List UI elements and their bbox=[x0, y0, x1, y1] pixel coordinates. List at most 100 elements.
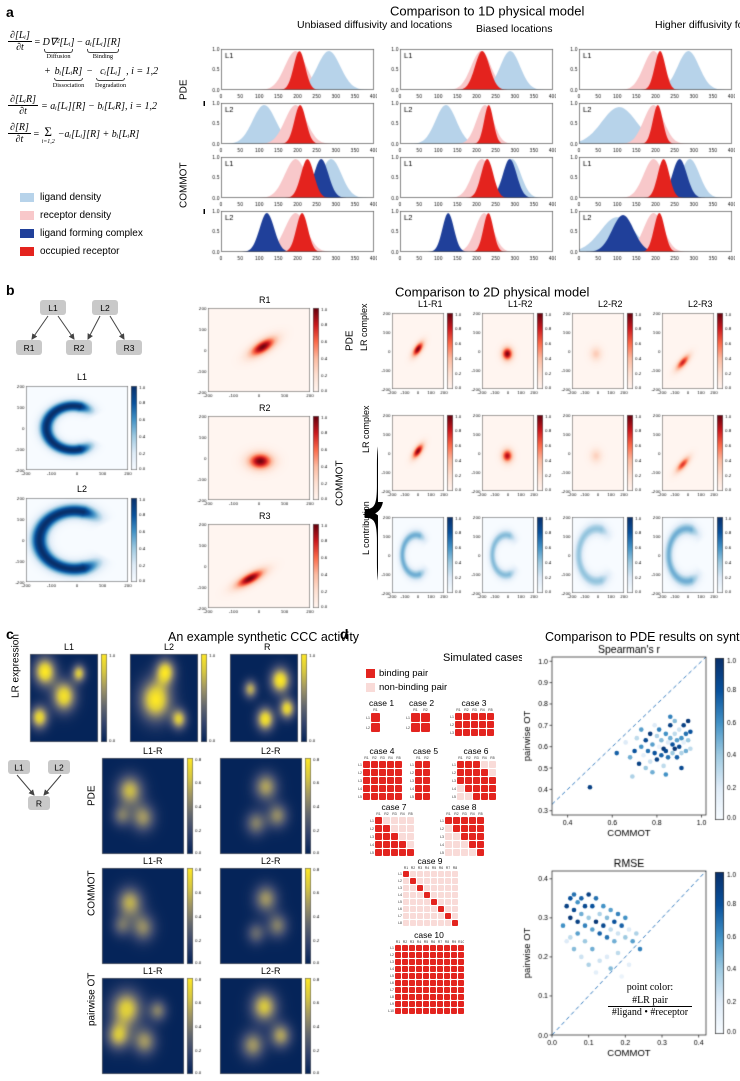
non-binding-pair-cell bbox=[417, 871, 423, 877]
binding-pair-cell bbox=[477, 833, 484, 840]
binding-pair-cell bbox=[479, 721, 486, 728]
edge-l1-r2 bbox=[57, 315, 75, 340]
binding-pair-cell bbox=[395, 777, 402, 784]
case-grid-row: L7 bbox=[394, 913, 459, 919]
case-grid-row: L6 bbox=[386, 980, 465, 986]
edge-l1-r bbox=[16, 774, 35, 796]
fraction: ∂[Lᵢ] ∂t bbox=[8, 30, 32, 53]
case-grid-header: R1 R2 R3 R4 R5 R6 R7 R8 R9 R10 bbox=[395, 940, 465, 944]
binding-pair-cell bbox=[395, 966, 401, 972]
binding-pair-cell bbox=[430, 945, 436, 951]
case-row-label: L5 bbox=[410, 794, 414, 799]
case-grid-row: L5 bbox=[366, 849, 415, 856]
fraction: ∂[R] ∂t bbox=[8, 122, 31, 146]
density-plot-pde-l1-higherdiff bbox=[563, 46, 735, 100]
non-binding-pair-cell bbox=[403, 899, 409, 905]
case-row-label: L7 bbox=[398, 914, 402, 918]
binding-pair-cell bbox=[409, 987, 415, 993]
binding-pair-cell bbox=[399, 849, 406, 856]
binding-pair-cell bbox=[444, 980, 450, 986]
non-binding-pair-cell bbox=[445, 833, 452, 840]
case-2: case 2 R1 R2 L1 L2 bbox=[402, 698, 434, 732]
receptor-density-swatch bbox=[20, 211, 34, 220]
non-binding-pair-cell bbox=[438, 920, 444, 926]
binding-pair-cell bbox=[458, 959, 464, 965]
binding-pair-cell bbox=[371, 713, 380, 722]
heatmap-r1 bbox=[190, 304, 340, 404]
non-binding-pair-cell bbox=[417, 913, 423, 919]
binding-pair-cell bbox=[430, 1001, 436, 1007]
case-grid-row: L4 bbox=[436, 841, 485, 848]
non-binding-pair-cell bbox=[403, 885, 409, 891]
case-col-label: R1 bbox=[395, 940, 401, 944]
binding-pair-cell bbox=[375, 825, 382, 832]
binding-pair-cell bbox=[415, 761, 422, 768]
node-l2 bbox=[92, 300, 118, 315]
binding-pair-cell bbox=[371, 785, 378, 792]
expr-map-l1 bbox=[28, 652, 124, 744]
density-plot-commot-l2-biased bbox=[384, 208, 556, 262]
non-binding-pair-cell bbox=[431, 885, 437, 891]
node-r2 bbox=[66, 340, 92, 355]
density-plot-commot-l1-higherdiff bbox=[563, 154, 735, 208]
binding-pair-cell bbox=[489, 785, 496, 792]
density-plot-pde-l1-unbiased bbox=[205, 46, 377, 100]
case-col-label: R4 bbox=[480, 708, 485, 712]
case-row-label: L4 bbox=[440, 842, 444, 847]
case-row-label: L5 bbox=[358, 794, 362, 799]
binding-pair-cell bbox=[423, 1008, 429, 1014]
case-row-label: L4 bbox=[410, 786, 414, 791]
binding-pair-cell bbox=[395, 945, 401, 951]
non-binding-pair-cell bbox=[424, 920, 430, 926]
non-binding-pair-cell bbox=[431, 906, 437, 912]
edge-l2-r2 bbox=[87, 315, 101, 340]
case-col-label: R1 bbox=[456, 708, 461, 712]
binding-pair-cell bbox=[471, 713, 478, 720]
case-grid: R1 R2 R3 R4 R5 R6 R7 R8 L1 L2 L3 L4 L5 L6 L7 L8 bbox=[394, 866, 459, 926]
case-grid-row: L2 bbox=[394, 878, 459, 884]
binding-pair-cell bbox=[409, 959, 415, 965]
case-col-label: R7 bbox=[437, 940, 443, 944]
binding-pair-cell bbox=[402, 945, 408, 951]
binding-pair-cell bbox=[402, 987, 408, 993]
binding-pair-cell bbox=[473, 769, 480, 776]
non-binding-pair-cell bbox=[445, 841, 452, 848]
ligand-complex-swatch bbox=[20, 229, 34, 238]
non-binding-pair-cell bbox=[489, 761, 496, 768]
non-binding-pair-cell bbox=[445, 885, 451, 891]
case-row-label: L5 bbox=[440, 850, 444, 855]
binding-pair-cell bbox=[395, 980, 401, 986]
non-binding-pair-cell bbox=[457, 793, 464, 800]
case-col-label: R2 bbox=[424, 756, 429, 760]
case-label: case 3 bbox=[461, 698, 487, 708]
grid-map-commot-l2r3 bbox=[648, 412, 738, 502]
binding-pair-cell bbox=[383, 825, 390, 832]
case-grid-row: L3 bbox=[406, 777, 438, 784]
case-row-label: L3 bbox=[452, 778, 456, 783]
case-grid-row: L3 bbox=[448, 777, 497, 784]
binding-pair-cell bbox=[469, 833, 476, 840]
binding-pair-cell bbox=[477, 817, 484, 824]
binding-pair-cell bbox=[395, 973, 401, 979]
case-grid-row: L1 bbox=[406, 761, 438, 768]
binding-pair-cell bbox=[437, 1001, 443, 1007]
non-binding-pair-cell bbox=[407, 825, 414, 832]
case-row-label: L4 bbox=[358, 786, 362, 791]
node-r1-label: R1 bbox=[24, 343, 35, 353]
binding-pair-cell bbox=[416, 973, 422, 979]
case-label: case 9 bbox=[417, 856, 443, 866]
case-grid-row: L5 bbox=[386, 973, 465, 979]
case-row-label: L9 bbox=[390, 1002, 394, 1006]
binding-pair-cell bbox=[371, 777, 378, 784]
case-4: case 4 R1 R2 R3 R4 R5 L1 L2 L3 L4 L5 bbox=[354, 746, 403, 800]
binding-pair-cell bbox=[481, 793, 488, 800]
binding-pair-cell bbox=[458, 994, 464, 1000]
node-r2-label: R2 bbox=[74, 343, 85, 353]
non-binding-pair-cell bbox=[403, 913, 409, 919]
occupied-receptor-swatch bbox=[20, 247, 34, 256]
binding-pair-cell bbox=[437, 994, 443, 1000]
case-grid-row: L1 bbox=[386, 945, 465, 951]
binding-pair-cell bbox=[473, 785, 480, 792]
binding-pair-cell bbox=[395, 987, 401, 993]
case-col-label: R2 bbox=[454, 812, 459, 816]
